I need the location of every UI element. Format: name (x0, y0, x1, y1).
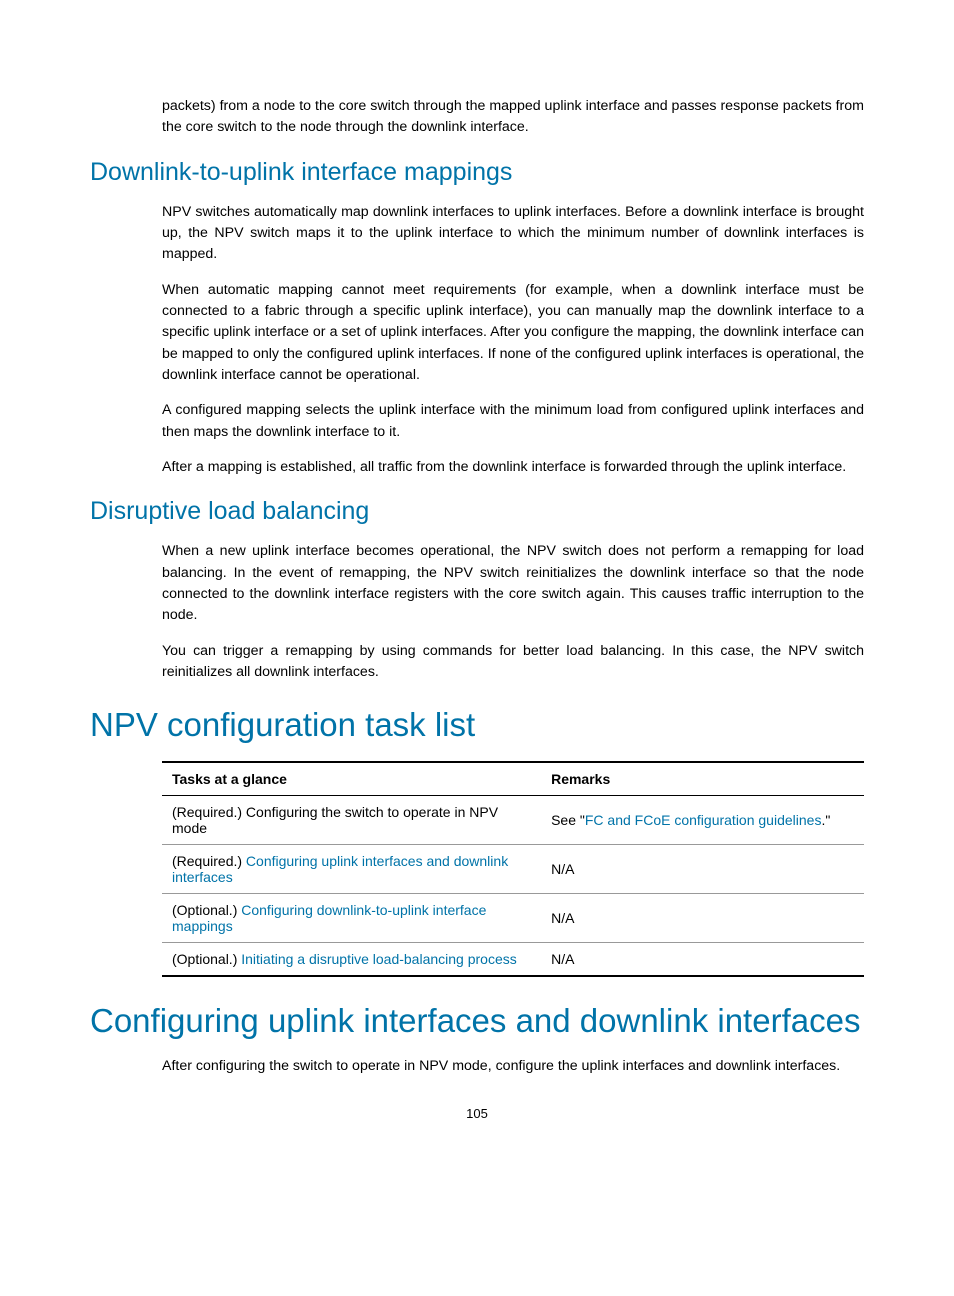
remark-prefix: N/A (551, 861, 574, 877)
task-cell: (Required.) Configuring the switch to op… (162, 795, 541, 844)
table-row: (Optional.) Initiating a disruptive load… (162, 942, 864, 976)
table-header-tasks: Tasks at a glance (162, 762, 541, 796)
heading-downlink-mappings: Downlink-to-uplink interface mappings (90, 157, 864, 188)
task-prefix: (Required.) (172, 853, 246, 869)
section2-body: When a new uplink interface becomes oper… (162, 541, 864, 683)
section1-para-0: NPV switches automatically map downlink … (162, 202, 864, 266)
section1-para-1: When automatic mapping cannot meet requi… (162, 280, 864, 386)
page-container: packets) from a node to the core switch … (0, 0, 954, 1181)
task-cell: (Required.) Configuring uplink interface… (162, 844, 541, 893)
heading-npv-task-list: NPV configuration task list (90, 705, 864, 745)
table-row: (Required.) Configuring uplink interface… (162, 844, 864, 893)
table-row: (Required.) Configuring the switch to op… (162, 795, 864, 844)
remark-cell: N/A (541, 893, 864, 942)
task-prefix: (Optional.) (172, 951, 241, 967)
remark-link[interactable]: FC and FCoE configuration guidelines (585, 812, 822, 828)
task-link[interactable]: Initiating a disruptive load-balancing p… (241, 951, 517, 967)
section2-para-0: When a new uplink interface becomes oper… (162, 541, 864, 626)
remark-prefix: N/A (551, 951, 574, 967)
intro-paragraph: packets) from a node to the core switch … (162, 96, 864, 139)
section4-body: After configuring the switch to operate … (162, 1056, 864, 1077)
remark-suffix: ." (821, 812, 830, 828)
table-header-remarks: Remarks (541, 762, 864, 796)
page-number: 105 (90, 1106, 864, 1121)
section3-body: Tasks at a glance Remarks (Required.) Co… (162, 761, 864, 977)
task-cell: (Optional.) Initiating a disruptive load… (162, 942, 541, 976)
remark-cell: N/A (541, 844, 864, 893)
heading-disruptive-lb: Disruptive load balancing (90, 496, 864, 527)
section1-body: NPV switches automatically map downlink … (162, 202, 864, 478)
section1-para-3: After a mapping is established, all traf… (162, 457, 864, 478)
task-cell: (Optional.) Configuring downlink-to-upli… (162, 893, 541, 942)
remark-cell: N/A (541, 942, 864, 976)
table-header-row: Tasks at a glance Remarks (162, 762, 864, 796)
task-table: Tasks at a glance Remarks (Required.) Co… (162, 761, 864, 977)
section2-para-1: You can trigger a remapping by using com… (162, 641, 864, 684)
task-prefix: (Optional.) (172, 902, 241, 918)
remark-prefix: See " (551, 812, 585, 828)
remark-cell: See "FC and FCoE configuration guideline… (541, 795, 864, 844)
table-row: (Optional.) Configuring downlink-to-upli… (162, 893, 864, 942)
heading-configuring-interfaces: Configuring uplink interfaces and downli… (90, 1001, 864, 1041)
task-prefix: (Required.) Configuring the switch to op… (172, 804, 498, 836)
section4-para-0: After configuring the switch to operate … (162, 1056, 864, 1077)
remark-prefix: N/A (551, 910, 574, 926)
section1-para-2: A configured mapping selects the uplink … (162, 400, 864, 443)
intro-block: packets) from a node to the core switch … (162, 96, 864, 139)
